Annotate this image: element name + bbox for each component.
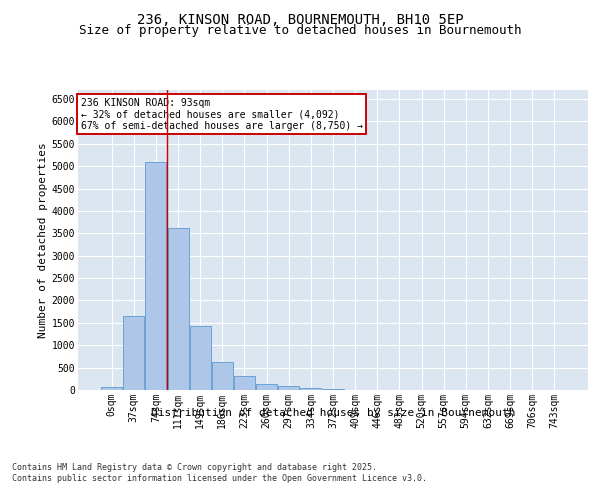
Text: Contains public sector information licensed under the Open Government Licence v3: Contains public sector information licen… xyxy=(12,474,427,483)
Y-axis label: Number of detached properties: Number of detached properties xyxy=(38,142,47,338)
Text: Size of property relative to detached houses in Bournemouth: Size of property relative to detached ho… xyxy=(79,24,521,37)
Bar xyxy=(101,386,122,390)
Bar xyxy=(301,388,322,390)
Bar xyxy=(234,376,255,390)
Bar xyxy=(256,384,277,390)
Text: 236 KINSON ROAD: 93sqm
← 32% of detached houses are smaller (4,092)
67% of semi-: 236 KINSON ROAD: 93sqm ← 32% of detached… xyxy=(80,98,362,130)
Text: 236, KINSON ROAD, BOURNEMOUTH, BH10 5EP: 236, KINSON ROAD, BOURNEMOUTH, BH10 5EP xyxy=(137,12,463,26)
Bar xyxy=(212,362,233,390)
Text: Contains HM Land Registry data © Crown copyright and database right 2025.: Contains HM Land Registry data © Crown c… xyxy=(12,462,377,471)
Bar xyxy=(190,326,211,390)
Bar xyxy=(278,386,299,390)
Bar xyxy=(167,228,188,390)
Text: Distribution of detached houses by size in Bournemouth: Distribution of detached houses by size … xyxy=(151,408,515,418)
Bar xyxy=(124,316,145,390)
Bar xyxy=(322,388,344,390)
Bar xyxy=(145,162,166,390)
